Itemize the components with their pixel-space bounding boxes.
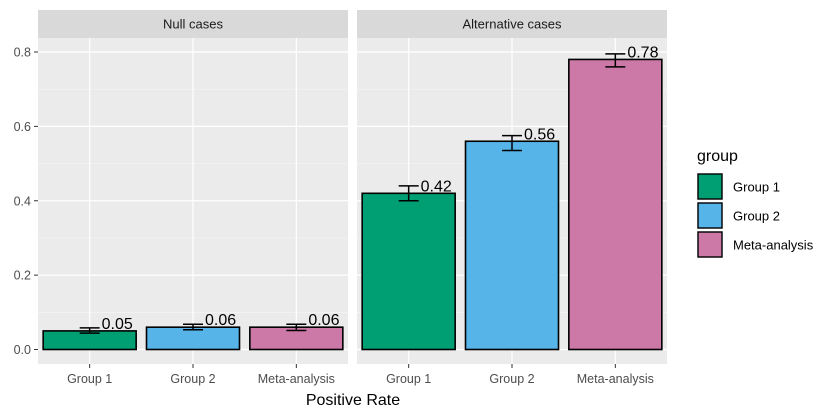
facet-panel-2: Alternative cases 0.42 0.56 0.78 (357, 10, 667, 364)
data-label: 0.06 (308, 312, 339, 329)
legend-label: Group 2 (733, 209, 780, 224)
error-bar (79, 327, 100, 334)
error-bar (286, 323, 307, 332)
bar-meta-analysis (568, 58, 663, 351)
data-label: 0.42 (421, 178, 452, 195)
legend-label: Group 1 (733, 180, 780, 195)
x-tick-label: Group 1 (67, 372, 112, 386)
axis-layer: Group 1 Group 2 Meta-analysis Group 1 Group … (14, 46, 654, 387)
legend-item: Group 1 (697, 173, 780, 200)
x-tick-label: Meta-analysis (258, 372, 335, 386)
error-bar (398, 185, 419, 202)
data-label: 0.78 (627, 44, 658, 61)
y-tick-label: 0.4 (14, 194, 31, 208)
facet-title: Alternative cases (463, 17, 562, 32)
data-label: 0.05 (102, 316, 133, 333)
legend-swatch (697, 202, 723, 229)
x-tick-label: Group 2 (489, 372, 534, 386)
bar-group-2 (464, 140, 560, 351)
y-tick-label: 0.2 (14, 269, 31, 283)
error-bar (183, 323, 203, 331)
y-tick-label: 0.0 (14, 343, 31, 357)
bar-group-1 (361, 192, 456, 351)
panels-layer: Null cases 0.05 0.06 0.06 Alternative cases 0… (38, 10, 667, 364)
y-tick-label: 0.8 (14, 46, 31, 60)
facet-strip (38, 10, 348, 38)
facet-title: Null cases (163, 17, 223, 32)
legend: group Group 1 Group 2 Meta-analysis (697, 148, 814, 258)
x-tick-label: Group 1 (386, 372, 431, 386)
error-bar (502, 134, 522, 152)
facet-strip (357, 10, 667, 38)
data-label: 0.06 (205, 312, 236, 329)
legend-label: Meta-analysis (733, 238, 814, 253)
error-bar (605, 53, 626, 68)
y-tick-label: 0.6 (14, 120, 31, 134)
legend-item: Meta-analysis (697, 231, 814, 258)
x-tick-label: Meta-analysis (577, 372, 654, 386)
facet-panel-1: Null cases 0.05 0.06 0.06 (38, 10, 348, 364)
legend-swatch (697, 231, 723, 258)
x-axis-title: Positive Rate (306, 392, 400, 409)
legend-item: Group 2 (697, 202, 780, 229)
legend-title: group (697, 148, 738, 165)
x-tick-label: Group 2 (170, 372, 215, 386)
data-label: 0.56 (524, 126, 555, 143)
legend-swatch (697, 173, 723, 200)
